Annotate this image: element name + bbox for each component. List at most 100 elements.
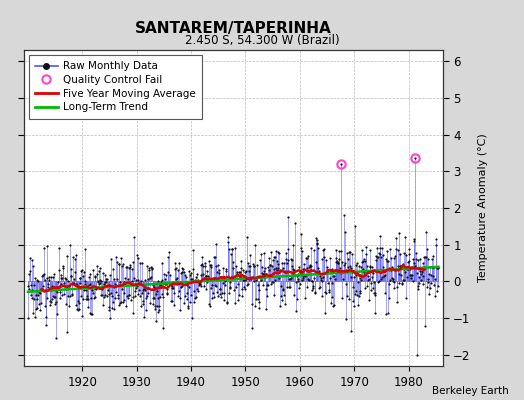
- Point: [91, 294, 100, 300]
- Point: [220, 297, 228, 303]
- Point: [114, 292, 122, 298]
- Point: [401, 234, 410, 240]
- Point: [160, 271, 168, 277]
- Point: [72, 302, 81, 308]
- Point: [373, 253, 381, 260]
- Point: [274, 249, 282, 256]
- Point: [242, 274, 250, 280]
- Point: [431, 276, 440, 282]
- Point: [354, 278, 363, 285]
- Point: [123, 293, 131, 299]
- Point: [336, 161, 345, 167]
- Point: [69, 280, 78, 286]
- Point: [348, 251, 356, 257]
- Point: [432, 242, 440, 248]
- Point: [208, 282, 216, 288]
- Point: [197, 271, 205, 278]
- Point: [29, 310, 38, 316]
- Point: [325, 286, 333, 293]
- Point: [191, 295, 199, 302]
- Point: [114, 294, 122, 301]
- Point: [27, 292, 35, 298]
- Point: [385, 267, 393, 273]
- Point: [270, 266, 278, 272]
- Point: [432, 265, 441, 271]
- Point: [241, 268, 249, 275]
- Point: [260, 268, 269, 274]
- Point: [120, 279, 128, 286]
- Point: [334, 260, 343, 266]
- Point: [311, 290, 320, 297]
- Point: [156, 293, 165, 300]
- Point: [427, 280, 435, 286]
- Point: [217, 274, 226, 280]
- Point: [110, 284, 118, 290]
- Point: [68, 291, 77, 297]
- Point: [136, 292, 145, 299]
- Point: [99, 302, 107, 308]
- Point: [312, 234, 320, 241]
- Point: [267, 249, 275, 256]
- Point: [249, 262, 258, 269]
- Point: [80, 269, 89, 276]
- Point: [194, 277, 202, 283]
- Point: [395, 271, 403, 277]
- Point: [95, 280, 104, 286]
- Point: [106, 272, 115, 278]
- Point: [210, 254, 218, 260]
- Point: [316, 273, 324, 280]
- Point: [402, 274, 411, 280]
- Point: [421, 254, 430, 261]
- Point: [365, 296, 373, 303]
- Point: [385, 281, 394, 287]
- Point: [247, 275, 255, 282]
- Point: [194, 282, 203, 288]
- Point: [99, 270, 107, 277]
- Point: [244, 281, 253, 288]
- Point: [254, 296, 263, 302]
- Point: [225, 246, 233, 252]
- Point: [241, 277, 249, 283]
- Point: [401, 268, 409, 275]
- Point: [408, 272, 416, 279]
- Point: [335, 256, 343, 262]
- Point: [270, 254, 279, 261]
- Point: [33, 276, 41, 283]
- Point: [119, 299, 127, 306]
- Point: [400, 277, 408, 284]
- Point: [181, 272, 189, 278]
- Point: [161, 281, 170, 288]
- Point: [214, 262, 222, 268]
- Point: [354, 302, 362, 308]
- Point: [397, 263, 405, 269]
- Point: [100, 272, 108, 278]
- Point: [246, 263, 255, 269]
- Point: [250, 278, 259, 284]
- Point: [209, 275, 217, 282]
- Point: [103, 292, 112, 299]
- Point: [322, 264, 331, 270]
- Point: [188, 314, 196, 321]
- Point: [124, 295, 132, 301]
- Point: [204, 273, 212, 280]
- Point: [74, 306, 83, 312]
- Point: [233, 270, 241, 277]
- Point: [201, 272, 210, 279]
- Point: [303, 265, 311, 272]
- Point: [52, 335, 61, 341]
- Point: [213, 288, 222, 295]
- Point: [405, 251, 413, 257]
- Point: [338, 259, 346, 266]
- Point: [109, 298, 117, 305]
- Point: [331, 276, 339, 282]
- Point: [161, 276, 169, 282]
- Point: [364, 277, 373, 284]
- Point: [342, 316, 350, 322]
- Point: [205, 258, 213, 264]
- Point: [367, 287, 376, 294]
- Point: [68, 292, 76, 298]
- Point: [369, 290, 378, 296]
- Point: [248, 274, 257, 280]
- Point: [407, 274, 416, 281]
- Point: [58, 274, 66, 281]
